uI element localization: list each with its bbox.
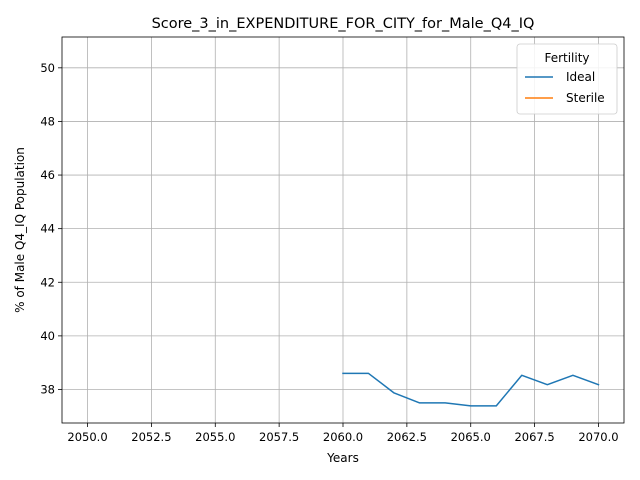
y-tick-label: 44: [40, 222, 55, 236]
legend: Fertility Ideal Sterile: [516, 43, 618, 115]
x-tick-label: 2067.5: [514, 430, 554, 444]
y-tick-label: 42: [40, 275, 55, 289]
x-tick-label: 2070.0: [578, 430, 618, 444]
y-tick-label: 50: [40, 61, 55, 75]
x-tick-label: 2065.0: [451, 430, 491, 444]
y-tick-label: 40: [40, 329, 55, 343]
legend-label-ideal: Ideal: [566, 70, 595, 84]
x-tick-label: 2055.0: [195, 430, 235, 444]
legend-title: Fertility: [544, 51, 589, 65]
legend-box: [516, 43, 618, 115]
series-line-ideal: [342, 372, 600, 407]
x-tick-label: 2050.0: [67, 430, 107, 444]
y-tick-label: 38: [40, 382, 55, 396]
x-tick-label: 2052.5: [131, 430, 171, 444]
x-tick-label: 2057.5: [259, 430, 299, 444]
chart-title: Score_3_in_EXPENDITURE_FOR_CITY_for_Male…: [152, 16, 535, 32]
series-lines: [342, 372, 600, 407]
grid: [62, 37, 624, 423]
y-axis-ticks: 38 40 42 44 46 48 50: [40, 61, 62, 396]
y-axis-label: % of Male Q4_IQ Population: [13, 147, 27, 313]
y-tick-label: 48: [40, 114, 55, 128]
y-tick-label: 46: [40, 168, 55, 182]
x-tick-label: 2060.0: [323, 430, 363, 444]
x-axis-ticks: 2050.0 2052.5 2055.0 2057.5 2060.0 2062.5 2065…: [67, 423, 619, 444]
x-axis-label: Years: [326, 451, 359, 465]
x-tick-label: 2062.5: [387, 430, 427, 444]
legend-label-sterile: Sterile: [566, 91, 605, 105]
